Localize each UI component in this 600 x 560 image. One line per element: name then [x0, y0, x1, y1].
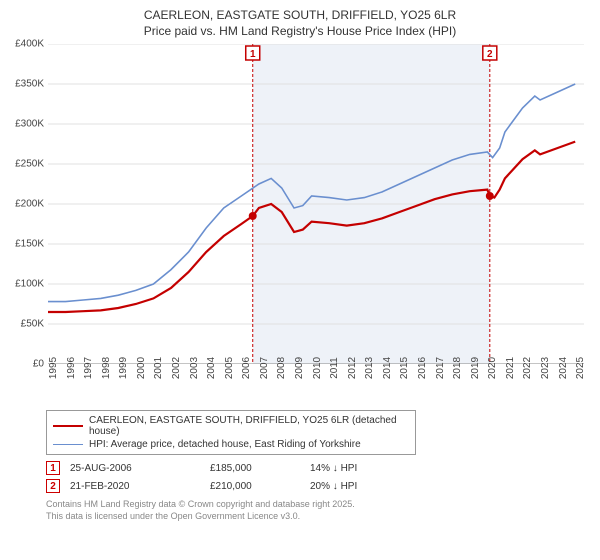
marker-date: 25-AUG-2006: [70, 463, 210, 474]
markers-table: 1 25-AUG-2006£185,00014% ↓ HPI 2 21-FEB-202…: [46, 459, 592, 495]
x-tick: 2022: [522, 357, 533, 379]
y-tick: £300K: [15, 119, 44, 130]
chart-title-line2: Price paid vs. HM Land Registry's House …: [8, 24, 592, 38]
x-axis: 1995199619971998199920002001200220032004…: [48, 364, 584, 404]
x-tick: 1996: [66, 357, 77, 379]
x-tick: 2010: [312, 357, 323, 379]
svg-text:2: 2: [487, 49, 493, 60]
x-tick: 2004: [206, 357, 217, 379]
legend-label-1: CAERLEON, EASTGATE SOUTH, DRIFFIELD, YO2…: [89, 415, 409, 437]
chart-svg: 12: [48, 44, 584, 364]
marker-row: 2 21-FEB-2020£210,00020% ↓ HPI: [46, 477, 592, 495]
x-tick: 2000: [136, 357, 147, 379]
x-tick: 1995: [48, 357, 59, 379]
marker-row: 1 25-AUG-2006£185,00014% ↓ HPI: [46, 459, 592, 477]
x-tick: 2012: [347, 357, 358, 379]
legend-label-2: HPI: Average price, detached house, East…: [89, 439, 361, 450]
x-tick: 2021: [505, 357, 516, 379]
marker-diff: 14% ↓ HPI: [310, 463, 410, 474]
marker-badge: 1: [46, 461, 60, 475]
x-tick: 2013: [364, 357, 375, 379]
x-tick: 2017: [435, 357, 446, 379]
y-tick: £350K: [15, 79, 44, 90]
y-tick: £150K: [15, 239, 44, 250]
x-tick: 2020: [487, 357, 498, 379]
x-tick: 1999: [118, 357, 129, 379]
legend-swatch-2: [53, 444, 83, 446]
x-tick: 2019: [470, 357, 481, 379]
y-tick: £0: [33, 359, 44, 370]
x-tick: 1997: [83, 357, 94, 379]
marker-date: 21-FEB-2020: [70, 481, 210, 492]
x-tick: 2008: [276, 357, 287, 379]
footer-text: Contains HM Land Registry data © Crown c…: [46, 499, 592, 522]
x-tick: 2018: [452, 357, 463, 379]
plot-area: 12: [48, 44, 584, 364]
x-tick: 2005: [224, 357, 235, 379]
x-tick: 2014: [382, 357, 393, 379]
y-tick: £250K: [15, 159, 44, 170]
y-tick: £50K: [21, 319, 44, 330]
x-tick: 2016: [417, 357, 428, 379]
legend-box: CAERLEON, EASTGATE SOUTH, DRIFFIELD, YO2…: [46, 410, 416, 455]
x-tick: 2015: [399, 357, 410, 379]
y-tick: £100K: [15, 279, 44, 290]
x-tick: 2007: [259, 357, 270, 379]
marker-badge: 2: [46, 479, 60, 493]
x-tick: 2006: [241, 357, 252, 379]
x-tick: 1998: [101, 357, 112, 379]
x-tick: 2003: [189, 357, 200, 379]
chart-title-line1: CAERLEON, EASTGATE SOUTH, DRIFFIELD, YO2…: [8, 8, 592, 22]
y-axis: £0£50K£100K£150K£200K£250K£300K£350K£400…: [8, 44, 48, 364]
x-tick: 2002: [171, 357, 182, 379]
marker-price: £210,000: [210, 481, 310, 492]
y-tick: £200K: [15, 199, 44, 210]
y-tick: £400K: [15, 39, 44, 50]
chart-area: £0£50K£100K£150K£200K£250K£300K£350K£400…: [8, 44, 592, 404]
svg-text:1: 1: [250, 49, 256, 60]
x-tick: 2009: [294, 357, 305, 379]
legend-swatch-1: [53, 425, 83, 427]
x-tick: 2011: [329, 357, 340, 379]
x-tick: 2023: [540, 357, 551, 379]
marker-price: £185,000: [210, 463, 310, 474]
x-tick: 2025: [575, 357, 586, 379]
x-tick: 2024: [558, 357, 569, 379]
marker-diff: 20% ↓ HPI: [310, 481, 410, 492]
x-tick: 2001: [153, 357, 164, 379]
